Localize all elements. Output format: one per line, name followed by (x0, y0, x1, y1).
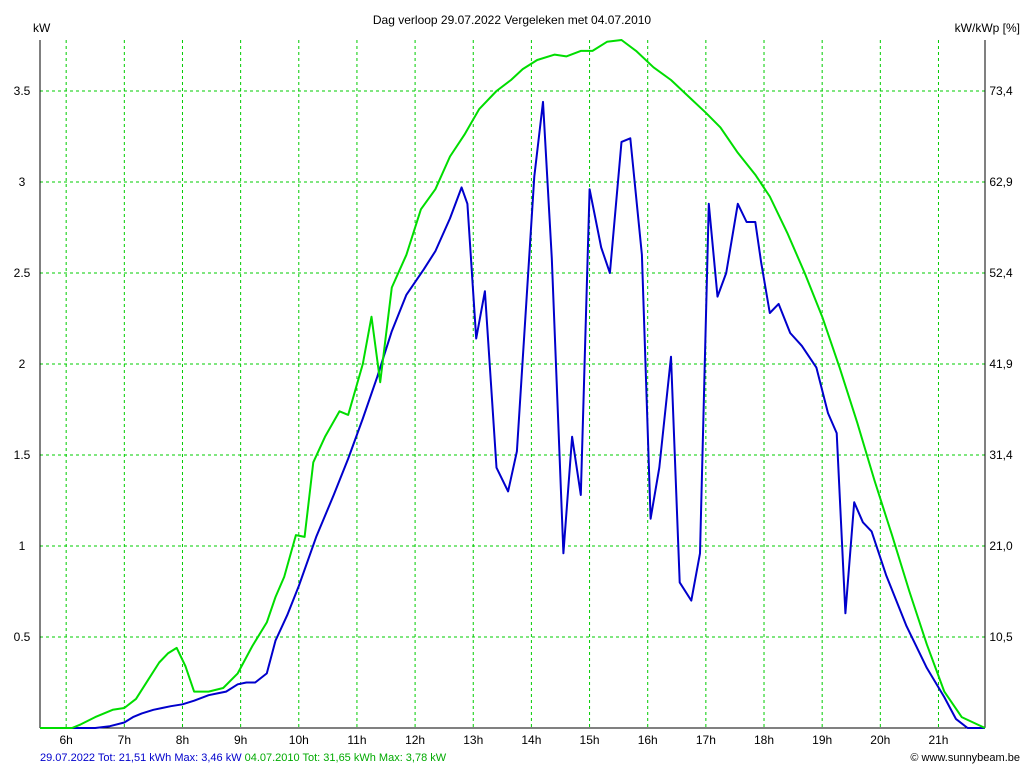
x-tick-label-11: 17h (696, 733, 716, 747)
right-tick-label-3: 41,9 (989, 357, 1013, 371)
right-tick-label-6: 73,4 (989, 84, 1013, 98)
series-layer (40, 39, 986, 729)
copyright-credit: © www.sunnybeam.be (910, 752, 1020, 764)
series-line-2 (40, 39, 986, 729)
axes-layer (39, 40, 986, 729)
left-axis-label: kW (33, 21, 51, 35)
x-tick-label-0: 6h (59, 733, 72, 747)
x-tick-label-6: 12h (405, 733, 425, 747)
right-tick-label-1: 21,0 (989, 539, 1013, 553)
x-tick-label-10: 16h (638, 733, 658, 747)
x-tick-label-2: 8h (176, 733, 189, 747)
y-tick-label-4: 2.5 (14, 266, 31, 280)
y-tick-labels: 0.5 1 1.5 2 2.5 3 3.5 (14, 84, 31, 644)
x-tick-label-15: 21h (928, 733, 948, 747)
right-tick-label-5: 62,9 (989, 175, 1013, 189)
x-tick-label-12: 18h (754, 733, 774, 747)
x-tick-label-9: 15h (580, 733, 600, 747)
y-tick-label-5: 3 (19, 175, 26, 189)
right-axis-label: kW/kWp [%] (955, 21, 1020, 35)
x-tick-label-4: 10h (289, 733, 309, 747)
right-tick-labels: 10,5 21,0 31,4 41,9 52,4 62,9 73,4 (989, 84, 1013, 644)
x-tick-label-3: 9h (234, 733, 247, 747)
right-tick-label-0: 10,5 (989, 630, 1013, 644)
x-tick-labels: 6h 7h 8h 9h 10h 11h 12h 13h 14h 15h 16h 17h 18h 19h 20… (59, 733, 948, 747)
x-tick-label-1: 7h (118, 733, 131, 747)
x-tick-label-8: 14h (521, 733, 541, 747)
x-tick-label-13: 19h (812, 733, 832, 747)
legend-entry-2: 04.07.2010 Tot: 31,65 kWh Max: 3,78 kW (245, 752, 447, 764)
legend-entry-1: 29.07.2022 Tot: 21,51 kWh Max: 3,46 kW (40, 752, 242, 764)
y-tick-label-1: 1 (19, 539, 26, 553)
y-tick-label-6: 3.5 (14, 84, 31, 98)
y-tick-label-3: 2 (19, 357, 26, 371)
series-line-1 (40, 100, 985, 729)
x-tick-label-7: 13h (463, 733, 483, 747)
y-tick-label-0: 0.5 (14, 630, 31, 644)
y-tick-label-2: 1.5 (14, 448, 31, 462)
footer-legend: 29.07.2022 Tot: 21,51 kWh Max: 3,46 kW 04… (40, 752, 447, 764)
grid-layer (40, 40, 985, 728)
x-tick-label-5: 11h (347, 733, 366, 747)
chart-title: Dag verloop 29.07.2022 Vergeleken met 04… (373, 13, 652, 27)
right-tick-label-4: 52,4 (989, 266, 1013, 280)
x-tick-label-14: 20h (870, 733, 890, 747)
right-tick-label-2: 31,4 (989, 448, 1013, 462)
